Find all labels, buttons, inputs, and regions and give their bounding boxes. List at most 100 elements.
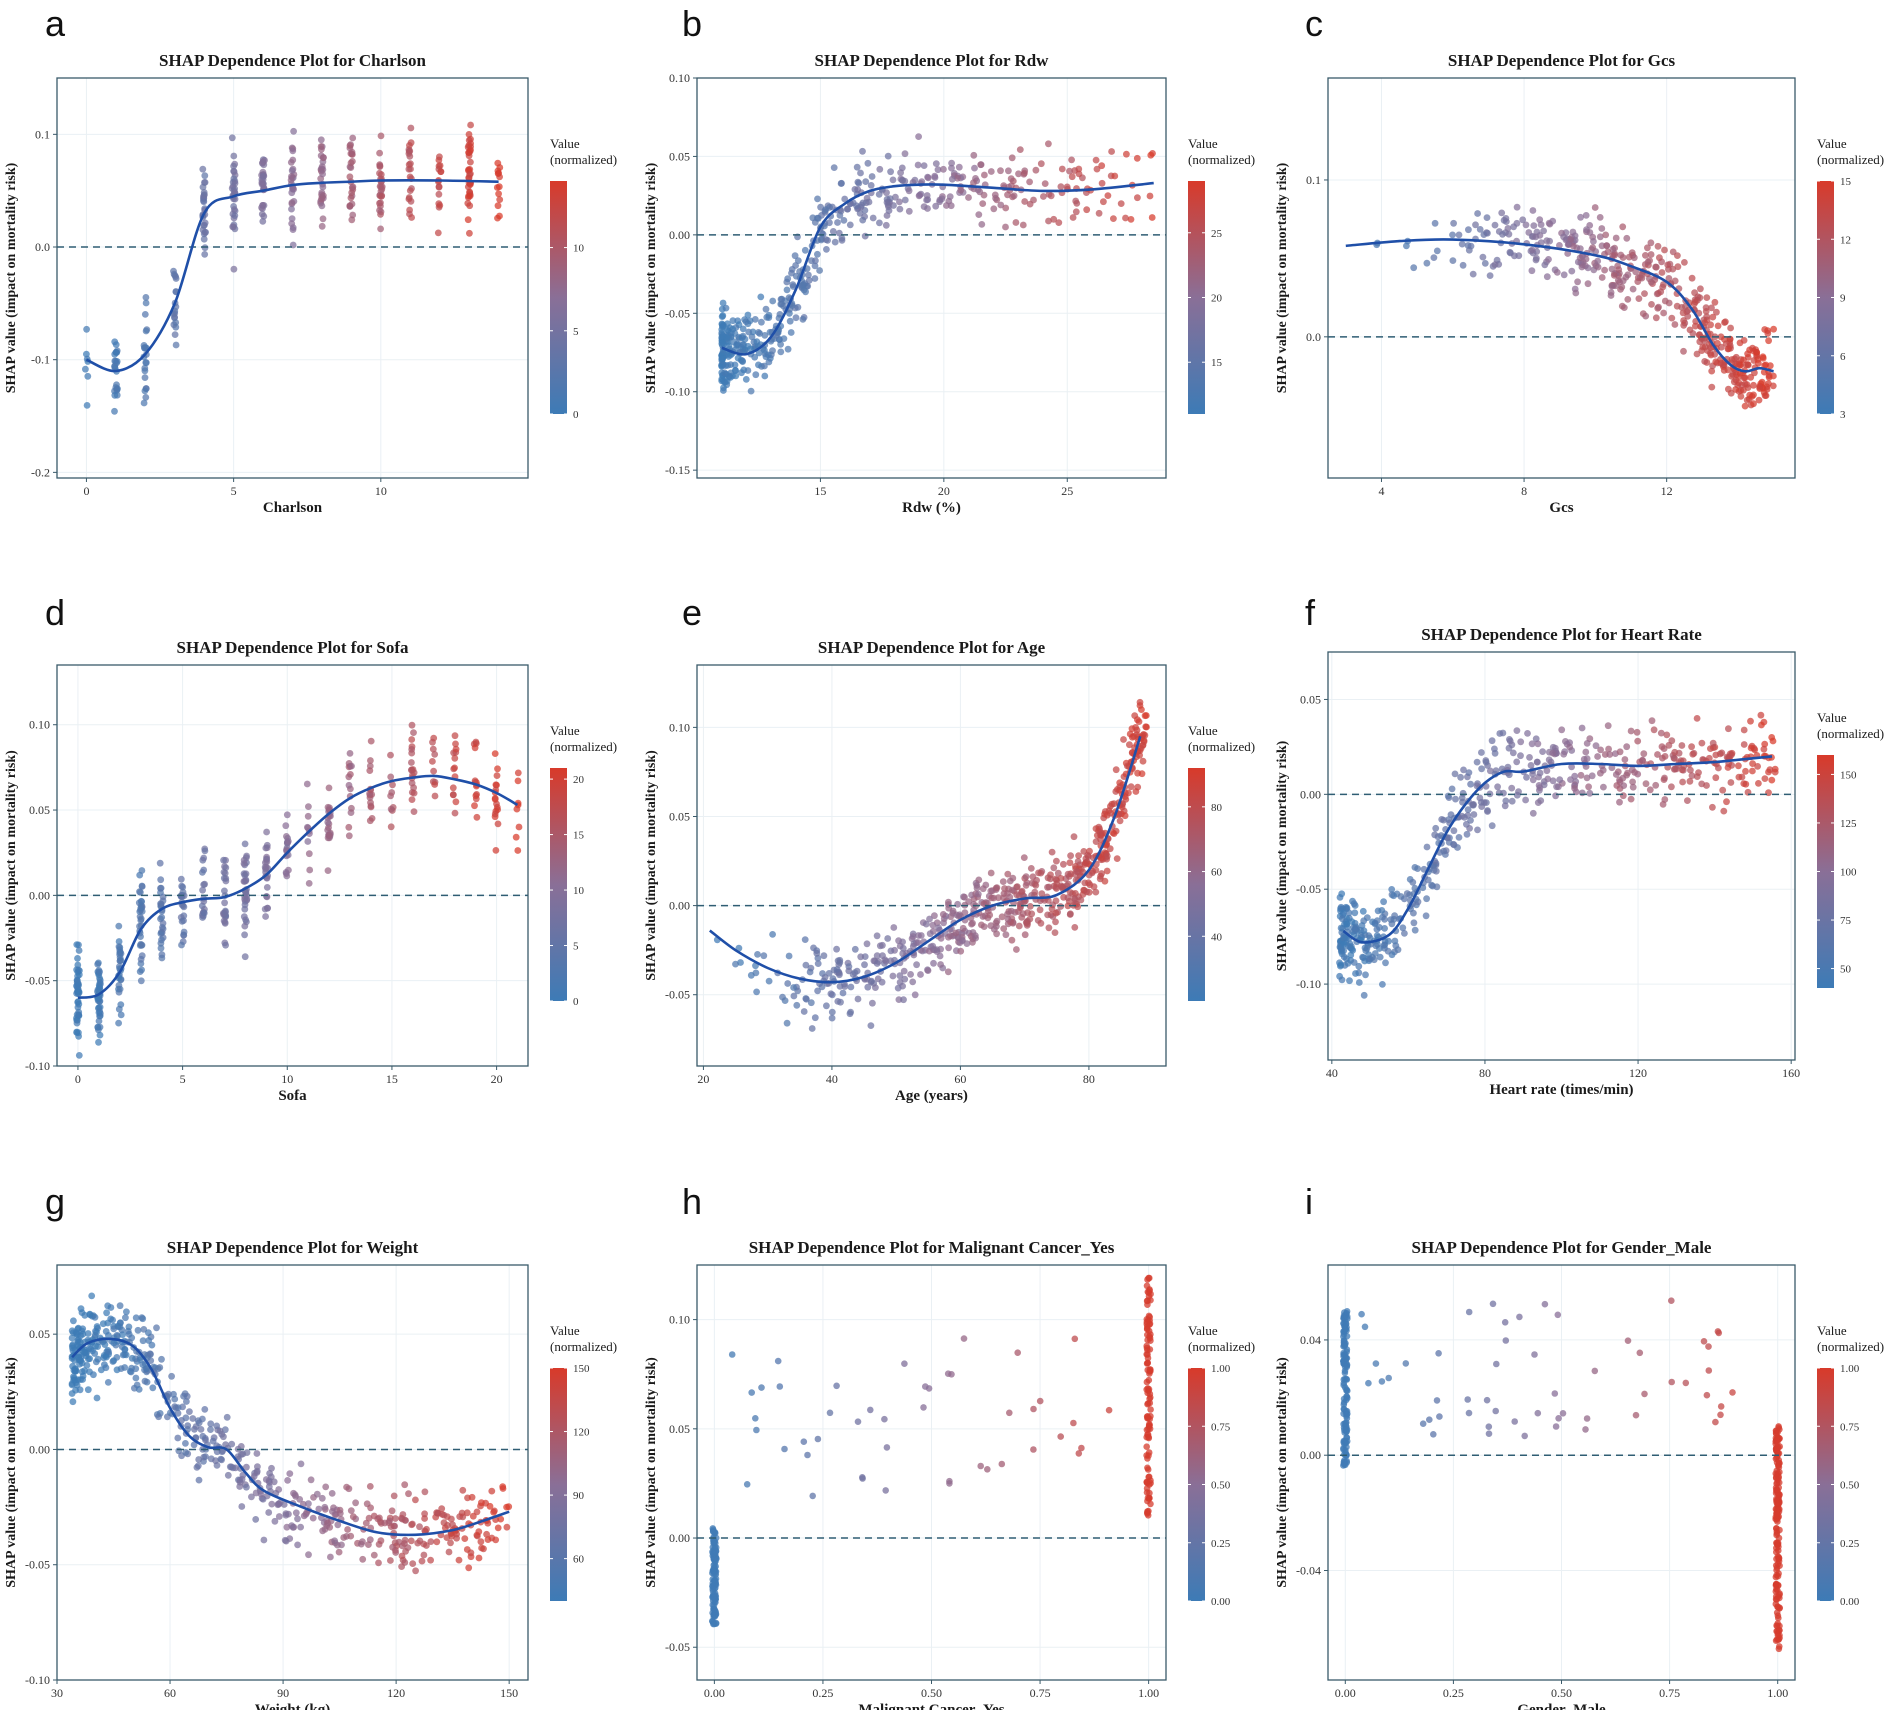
data-point xyxy=(189,1415,197,1422)
data-point xyxy=(423,1542,430,1549)
data-point xyxy=(140,399,148,407)
data-point xyxy=(436,153,443,161)
data-point xyxy=(1107,802,1114,810)
data-point xyxy=(1776,1591,1783,1599)
data-point xyxy=(1552,792,1559,800)
data-point xyxy=(849,971,857,978)
data-point xyxy=(352,1499,359,1507)
data-point xyxy=(1146,1346,1154,1353)
data-point xyxy=(346,202,354,210)
data-point xyxy=(471,744,479,752)
data-point xyxy=(864,983,872,991)
data-point xyxy=(1531,1351,1538,1358)
legend-title: Value xyxy=(1817,710,1847,725)
y-tick-label: 0.05 xyxy=(669,149,690,163)
data-point xyxy=(1742,361,1750,369)
data-point xyxy=(932,160,940,168)
data-point xyxy=(1505,744,1513,752)
data-point xyxy=(1530,222,1538,230)
data-point xyxy=(467,158,474,166)
data-point xyxy=(1459,261,1467,269)
data-point xyxy=(1147,151,1155,159)
data-point xyxy=(1537,221,1545,229)
data-point xyxy=(1680,347,1687,355)
data-point xyxy=(957,186,965,194)
data-point xyxy=(1422,912,1430,920)
data-point xyxy=(1668,1378,1675,1386)
data-point xyxy=(984,1466,991,1473)
data-point xyxy=(1436,1413,1443,1420)
data-point xyxy=(1105,1406,1113,1414)
data-point xyxy=(1529,776,1537,784)
scatter-points xyxy=(709,1274,1154,1628)
data-point xyxy=(869,999,876,1007)
data-point xyxy=(300,1512,308,1520)
data-point xyxy=(200,198,208,206)
data-point xyxy=(1502,215,1510,222)
data-point xyxy=(1747,717,1754,725)
data-point xyxy=(719,312,727,320)
data-point xyxy=(792,262,799,269)
legend-tick-label: 150 xyxy=(1840,769,1857,781)
data-point xyxy=(1740,337,1748,344)
data-point xyxy=(1640,750,1648,758)
data-point xyxy=(1510,223,1517,231)
data-point xyxy=(998,1460,1006,1468)
data-point xyxy=(200,189,208,196)
data-point xyxy=(1146,1395,1153,1403)
data-point xyxy=(1100,198,1107,206)
data-point xyxy=(1498,209,1506,217)
panel-title: SHAP Dependence Plot for Gender_Male xyxy=(1412,1238,1712,1257)
data-point xyxy=(328,1490,336,1497)
data-point xyxy=(1689,330,1697,337)
data-point xyxy=(1045,217,1052,225)
data-point xyxy=(105,1348,112,1356)
data-point xyxy=(111,391,119,399)
y-tick-label: 0.04 xyxy=(1300,1333,1321,1347)
data-point xyxy=(1540,781,1548,789)
data-point xyxy=(91,1331,99,1339)
data-point xyxy=(75,966,82,974)
data-point xyxy=(1773,1622,1780,1629)
data-point xyxy=(971,932,979,939)
legend-colorbar xyxy=(1817,755,1834,988)
data-point xyxy=(830,164,838,172)
data-point xyxy=(420,1551,428,1559)
data-point xyxy=(1749,767,1756,775)
y-axis-label: SHAP value (impact on mortality risk) xyxy=(4,750,19,981)
data-point xyxy=(406,152,414,160)
data-point xyxy=(859,147,866,155)
data-point xyxy=(421,1488,429,1496)
data-point xyxy=(1634,770,1642,778)
data-point xyxy=(243,852,251,860)
data-point xyxy=(284,1477,291,1484)
data-point xyxy=(200,235,208,243)
y-tick-label: 0.05 xyxy=(669,1422,690,1436)
data-point xyxy=(1097,829,1104,836)
data-point xyxy=(801,246,809,254)
data-point xyxy=(1660,309,1667,317)
data-point xyxy=(1358,922,1366,929)
data-point xyxy=(429,745,437,753)
data-point xyxy=(296,1496,304,1503)
data-point xyxy=(1478,765,1485,773)
data-point xyxy=(1502,1337,1510,1344)
data-point xyxy=(289,1524,297,1531)
data-point xyxy=(761,346,768,354)
data-point xyxy=(1486,767,1494,775)
data-point xyxy=(1528,267,1536,275)
data-point xyxy=(1663,731,1671,739)
data-point xyxy=(1070,1419,1077,1427)
data-point xyxy=(1092,888,1100,896)
data-point xyxy=(1465,1409,1473,1417)
data-point xyxy=(954,900,961,908)
data-point xyxy=(104,1379,112,1386)
data-point xyxy=(505,1503,513,1511)
data-point xyxy=(1070,833,1078,841)
smooth-fit-curve xyxy=(709,735,1142,984)
data-point xyxy=(1729,1389,1736,1396)
data-point xyxy=(1004,915,1012,923)
x-tick-label: 60 xyxy=(954,1072,966,1086)
data-point xyxy=(798,282,806,289)
data-point xyxy=(90,1371,97,1379)
